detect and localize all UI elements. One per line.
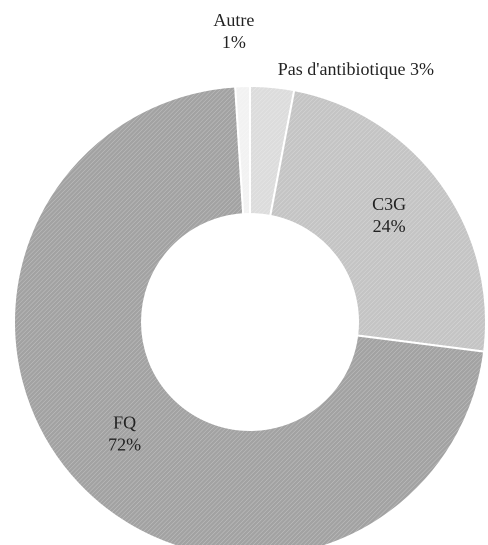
slice-hatch <box>13 86 485 545</box>
category-label: C3G <box>372 194 406 214</box>
value-label: 24% <box>373 216 406 236</box>
value-label: 3% <box>410 59 434 79</box>
value-label: 72% <box>108 435 141 455</box>
slice-label: Autre 1% <box>213 10 254 52</box>
value-label: 1% <box>222 32 246 52</box>
category-label: Pas d'antibiotique <box>278 59 406 79</box>
slice-label: C3G 24% <box>372 194 406 236</box>
slice-hatch <box>250 86 295 216</box>
slice-hatch <box>235 86 250 215</box>
slice-label: Pas d'antibiotique 3% <box>278 59 434 79</box>
category-label: FQ <box>113 413 136 433</box>
slice-hatch <box>270 90 487 352</box>
category-label: Autre <box>213 10 254 30</box>
slice-label: FQ 72% <box>108 413 141 455</box>
